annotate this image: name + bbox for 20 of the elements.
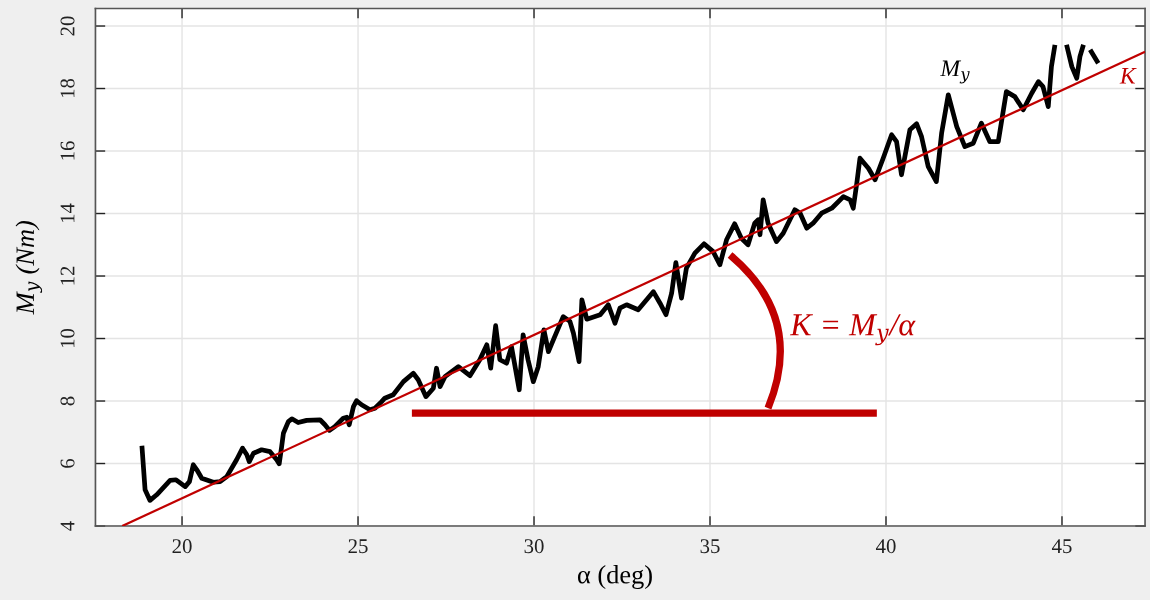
x-tick-label: 30 [524, 539, 544, 554]
y-tick-label: 10 [60, 328, 75, 348]
series-label: K [1119, 68, 1137, 84]
y-tick-label: 6 [60, 458, 75, 468]
annotation: K = M$_{y}$/α [789, 314, 916, 346]
x-tick-label: 40 [875, 539, 896, 554]
y-tick-label: 8 [60, 396, 75, 406]
x-axis-title: α (deg) [577, 565, 652, 590]
y-tick-label: 14 [60, 203, 75, 223]
y-axis-title: M$_{y}$ (Nm) [15, 221, 43, 315]
x-tick-label: 25 [348, 539, 368, 554]
y-tick-label: 18 [60, 78, 75, 98]
y-tick-label: 20 [60, 16, 75, 36]
y-tick-label: 12 [60, 266, 75, 285]
series-label: M$_{y}$ [940, 60, 970, 84]
x-tick-label: 45 [1051, 539, 1072, 554]
x-tick-label: 35 [700, 539, 720, 554]
y-tick-label: 16 [60, 141, 75, 160]
x-tick-label: 20 [172, 539, 192, 554]
y-tick-label: 4 [60, 521, 75, 531]
